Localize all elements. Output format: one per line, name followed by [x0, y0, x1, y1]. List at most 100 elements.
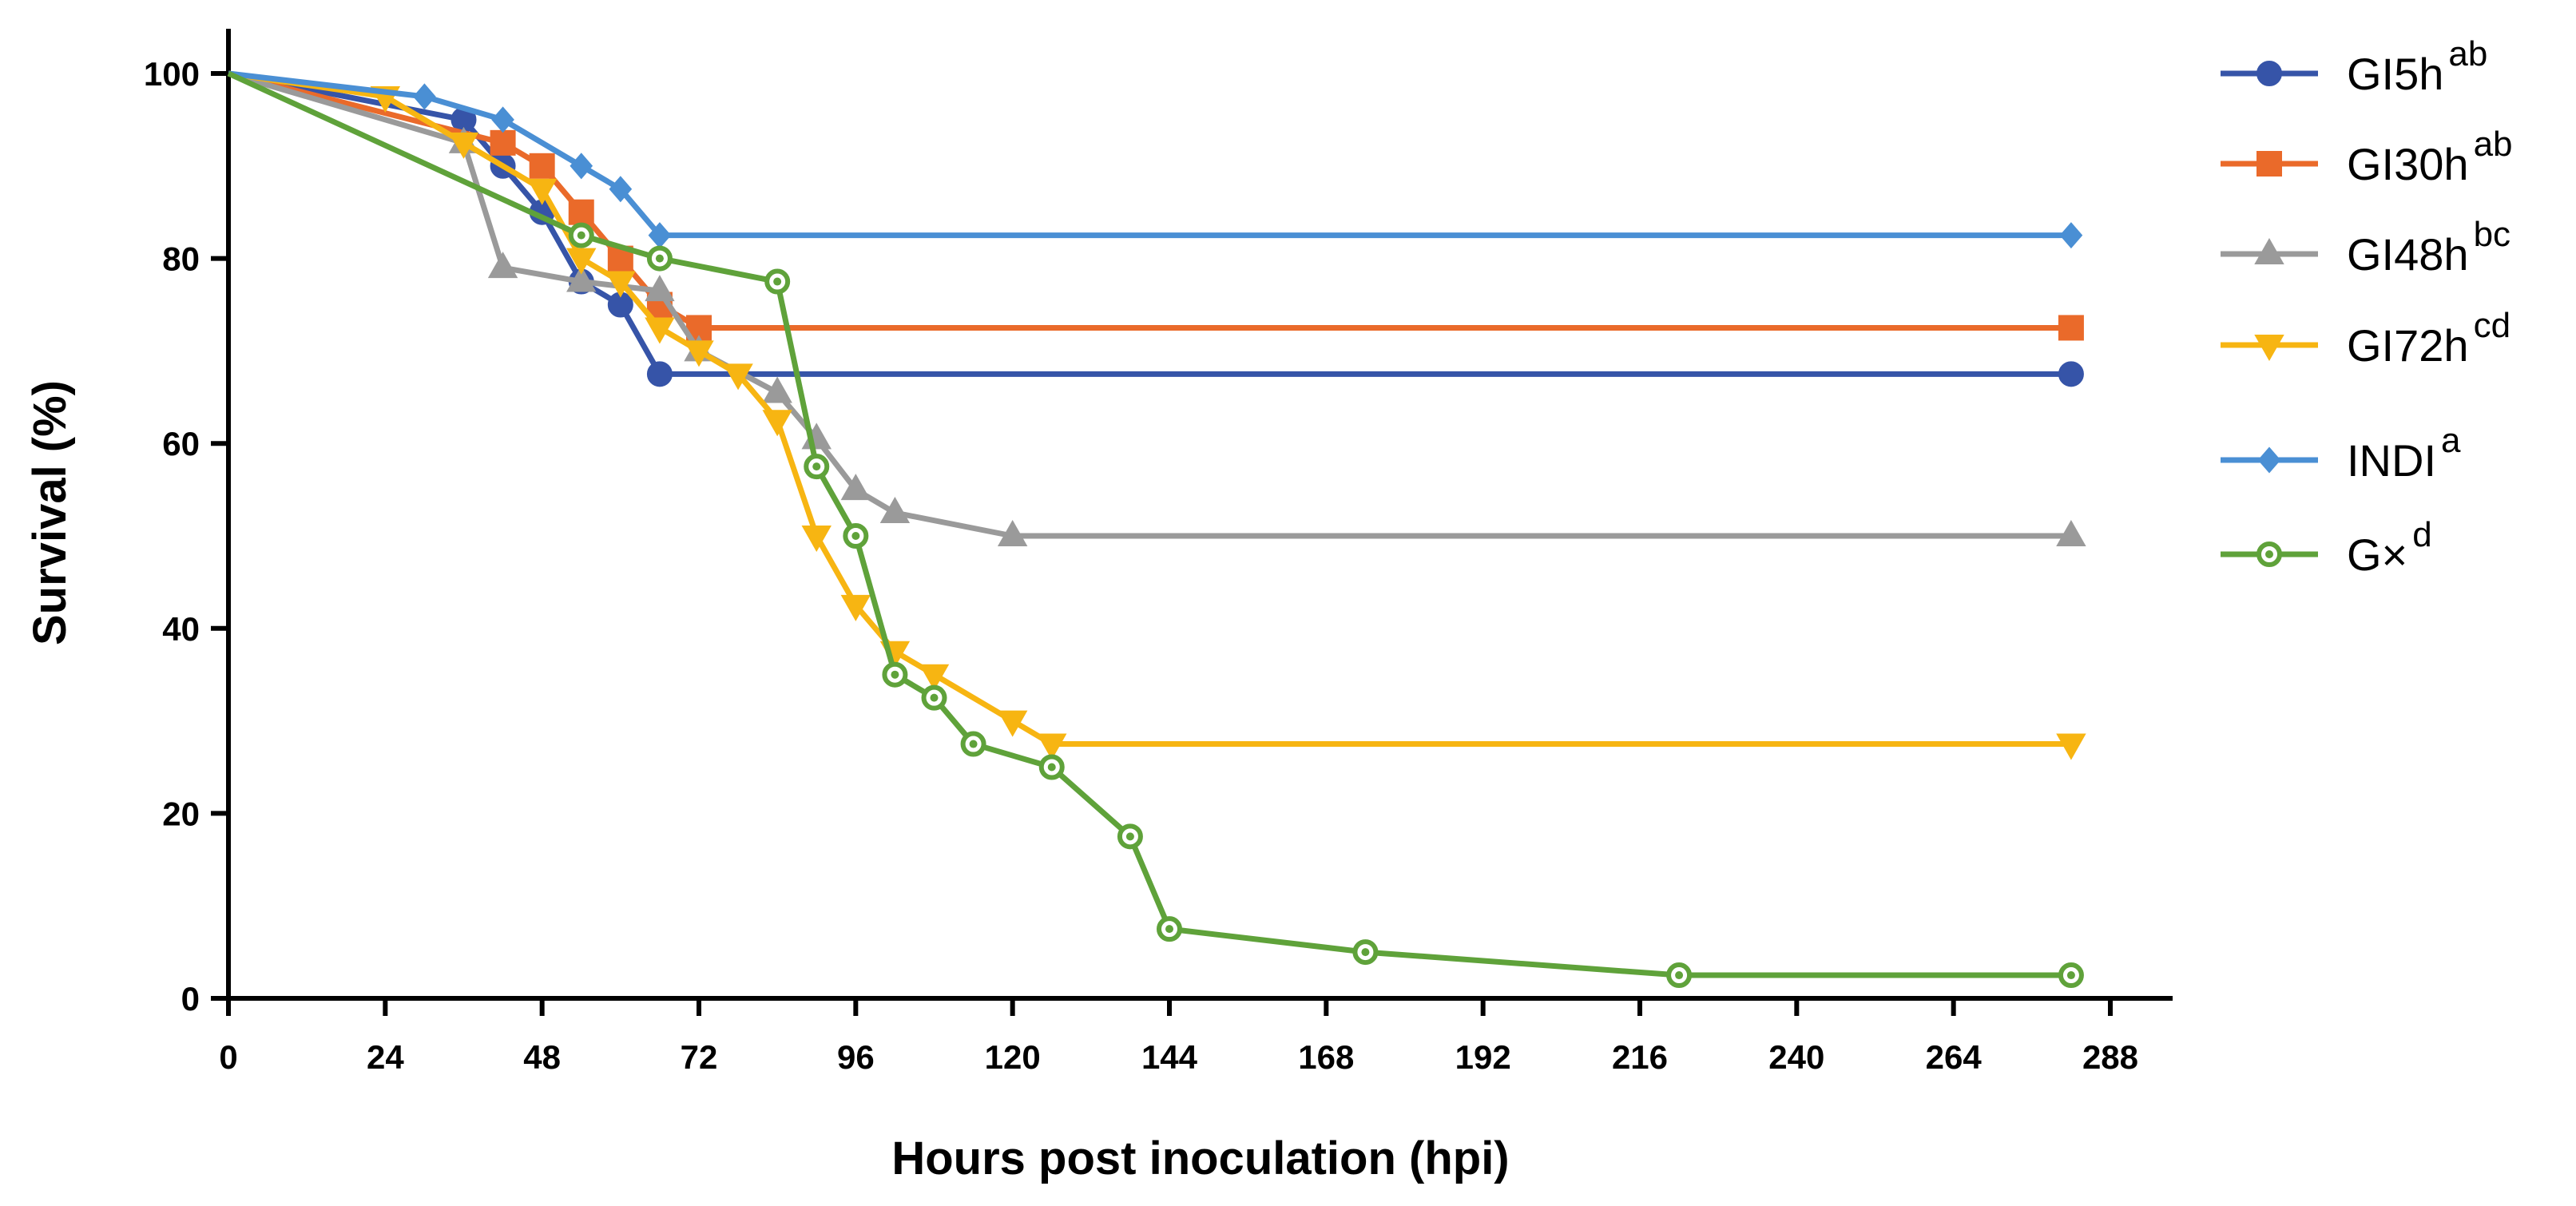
data-point — [645, 317, 675, 344]
data-point — [1352, 939, 1379, 966]
data-point — [840, 474, 871, 501]
data-point — [919, 664, 950, 691]
legend-marker-dot — [2265, 550, 2273, 558]
x-tick-label: 72 — [681, 1038, 718, 1076]
y-tick-label: 100 — [144, 55, 200, 93]
x-tick-label: 96 — [837, 1038, 875, 1076]
axes — [220, 29, 2173, 1001]
data-point — [723, 363, 753, 391]
data-point-dot — [2066, 971, 2075, 980]
data-point-dot — [891, 670, 899, 679]
data-point — [568, 222, 594, 248]
data-point-dot — [1165, 925, 1173, 934]
data-point — [646, 245, 673, 272]
x-tick-label: 192 — [1455, 1038, 1511, 1076]
data-point-dot — [1675, 971, 1684, 980]
x-tick-label: 24 — [367, 1038, 404, 1076]
x-tick-label: 48 — [523, 1038, 561, 1076]
data-point — [2056, 733, 2086, 760]
legend-marker — [2257, 446, 2281, 474]
legend-marker — [2256, 151, 2282, 177]
data-point — [1666, 962, 1693, 989]
data-point — [609, 176, 633, 203]
data-point-dot — [1361, 948, 1370, 957]
x-ticks: 0 24 48 72 96 120 144 168 192 216 240 264 288 — [219, 998, 2138, 1076]
data-point — [1038, 754, 1065, 780]
data-point — [645, 275, 675, 302]
legend-label-superscript: cd — [2474, 306, 2511, 345]
legend-label-name: GI30h — [2347, 139, 2469, 189]
x-tick-label: 120 — [985, 1038, 1041, 1076]
data-point — [413, 83, 436, 110]
data-point-dot — [969, 740, 978, 748]
legend-label: INDI a — [2347, 421, 2461, 486]
x-tick-label: 264 — [1926, 1038, 1983, 1076]
series-layer — [227, 70, 2086, 989]
series-3 — [228, 70, 2086, 760]
series-1 — [228, 70, 2084, 341]
data-point — [526, 178, 558, 205]
legend-marker — [2256, 61, 2282, 86]
data-point — [684, 340, 714, 367]
legend-label: GI48h bc — [2347, 215, 2511, 280]
data-point-dot — [655, 254, 664, 263]
data-point — [568, 199, 594, 225]
data-point — [2056, 519, 2086, 546]
legend-marker — [2254, 335, 2284, 362]
legend-label-superscript: ab — [2474, 125, 2513, 164]
y-tick-label: 40 — [162, 610, 200, 648]
x-tick-label: 144 — [1141, 1038, 1198, 1076]
data-point — [801, 526, 832, 553]
y-tick-label: 20 — [162, 795, 200, 832]
legend-label: G× d — [2347, 515, 2432, 580]
data-point — [843, 523, 869, 549]
data-point — [529, 153, 555, 179]
data-point — [960, 731, 986, 757]
legend-label-superscript: d — [2412, 515, 2431, 554]
legend-label-name: G× — [2347, 530, 2407, 580]
data-point — [762, 410, 792, 437]
data-point — [566, 248, 597, 275]
data-point — [882, 661, 908, 688]
y-tick-label: 60 — [162, 425, 200, 462]
data-point-dot — [812, 462, 821, 471]
legend-item: GI5h ab — [2221, 34, 2487, 99]
data-point-shape — [2058, 361, 2084, 387]
data-point — [448, 132, 479, 159]
legend-label-superscript: a — [2441, 421, 2461, 460]
y-axis-title: Survival (%) — [24, 380, 76, 645]
data-point — [566, 265, 597, 292]
legend-marker — [2254, 237, 2284, 264]
data-point — [2058, 361, 2084, 387]
data-point — [840, 594, 871, 621]
legend-label-superscript: bc — [2474, 215, 2511, 254]
data-point — [764, 268, 791, 295]
data-point-shape — [646, 361, 673, 387]
data-point — [762, 376, 792, 403]
legend-label-name: INDI — [2347, 435, 2436, 486]
data-point-dot — [930, 693, 939, 702]
data-point — [570, 153, 593, 180]
legend-label: GI5h ab — [2347, 34, 2487, 99]
x-tick-label: 216 — [1612, 1038, 1668, 1076]
data-point — [1157, 916, 1182, 942]
data-point — [491, 106, 514, 133]
legend-item: GI30h ab — [2221, 125, 2513, 189]
legend-item: GI72h cd — [2221, 306, 2511, 371]
legend-label-name: GI5h — [2347, 49, 2443, 99]
data-point-dot — [1047, 763, 1056, 772]
legend-marker — [2256, 542, 2282, 567]
data-point — [487, 252, 518, 279]
data-point — [1117, 823, 1143, 850]
legend-label: GI30h ab — [2347, 125, 2513, 189]
data-point — [879, 497, 911, 524]
series-0 — [228, 70, 2084, 387]
legend-marker-shape — [2256, 61, 2282, 86]
data-point — [921, 684, 947, 711]
x-tick-label: 240 — [1768, 1038, 1824, 1076]
y-tick-label: 0 — [181, 980, 200, 1018]
series-5 — [227, 70, 2084, 989]
data-point — [2058, 315, 2084, 341]
